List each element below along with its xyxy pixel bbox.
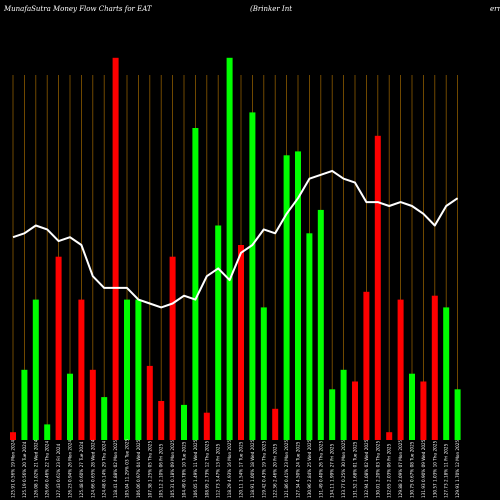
x-tick-label: 118.91 1.00% 18 Wed 2025 — [250, 439, 255, 498]
x-tick-label: 125.19 0.56% 20 Tue 2024 — [22, 441, 27, 498]
flow-bar — [454, 389, 461, 440]
flow-bar — [340, 369, 347, 440]
x-tick-label: 112.73 3.47% 13 Fri 2025 — [216, 443, 221, 498]
flow-bar — [249, 112, 256, 441]
money-flow-line — [12, 169, 459, 309]
x-tick-label: 122.36 2.46% 20 Fri 2025 — [273, 443, 278, 498]
flow-bar — [295, 151, 301, 440]
flow-bar — [317, 209, 324, 440]
flow-bar — [158, 401, 165, 440]
chart-header-left: MunafaSutra Money Flow Charts for EAT — [3, 5, 153, 13]
flow-bar — [192, 128, 199, 440]
flow-bar — [215, 225, 222, 440]
x-tick-label: 130.01 2.20% 03 Thu 2025 — [375, 441, 380, 498]
flow-bar — [443, 307, 450, 440]
flow-bar — [135, 299, 142, 440]
flow-bar — [112, 57, 119, 441]
flow-bar — [397, 299, 404, 440]
x-tick-label: 118.41 4.88% 02 Mon 2025 — [113, 440, 118, 498]
x-tick-label: 132.65 2.03% 06 Fri 2025 — [387, 443, 392, 498]
flow-bar — [329, 389, 336, 440]
money-flow-bars — [10, 57, 461, 441]
flow-bar — [420, 381, 427, 440]
flow-bar — [283, 155, 290, 441]
flow-bar — [226, 57, 233, 441]
x-tick-label: 119.42 0.43% 19 Thu 2025 — [261, 441, 266, 498]
x-tick-label: 120.11 1.54% 17 Tue 2025 — [239, 441, 244, 498]
x-tick-label: 127.43 0.61% 23 Fri 2024 — [56, 443, 61, 498]
flow-bar — [21, 369, 28, 440]
x-tick-label: 118.29 4.93% 16 Mon 2025 — [227, 440, 232, 498]
x-tick-label: 124.66 0.65% 28 Wed 2024 — [90, 439, 95, 498]
chart-header-right-cut: ern — [490, 5, 500, 13]
flow-bar — [181, 404, 187, 440]
flow-bar — [10, 432, 16, 440]
flow-bar — [124, 299, 130, 440]
flow-bar — [386, 432, 393, 440]
x-tick-label: 104.49 0.78% 10 Tue 2025 — [182, 441, 187, 498]
flow-bar — [203, 412, 210, 440]
x-tick-label: 105.12 2.10% 06 Fri 2025 — [159, 443, 164, 498]
flow-bar — [146, 365, 153, 440]
x-tick-label: 133.77 0.25% 30 Mon 2025 — [341, 440, 346, 498]
flow-bar — [67, 373, 73, 440]
flow-bar — [409, 373, 415, 440]
flow-bar — [431, 295, 438, 440]
x-tick-label: 131.49 0.40% 26 Thu 2025 — [318, 441, 323, 498]
flow-bar — [352, 381, 358, 440]
flow-bar — [78, 299, 85, 440]
flow-bar — [306, 233, 313, 440]
chart-header-right: (Brinker Int — [250, 5, 292, 13]
x-tick-label: 105.04 11.29% 03 Tue 2025 — [125, 439, 130, 498]
x-tick-label: 106.05 1.49% 11 Wed 2025 — [193, 439, 198, 498]
x-tick-label: 130.57 1.03% 10 Thu 2025 — [432, 441, 437, 498]
flow-bar — [32, 299, 39, 440]
x-tick-label: 121.86 0.41% 23 Mon 2025 — [284, 440, 289, 498]
x-tick-labels: 125.91 0.56% 19 Mon 2024 125.19 0.56% 20 … — [11, 439, 461, 498]
flow-bar — [238, 245, 244, 440]
flow-bar — [89, 369, 96, 440]
x-tick-label: 127.73 2.18% 11 Fri 2025 — [444, 443, 449, 498]
x-tick-label: 126.66 0.46% 22 Thu 2024 — [45, 441, 50, 498]
x-tick-label: 129.88 2.09% 07 Mon 2025 — [398, 440, 403, 498]
flow-bar — [374, 135, 381, 441]
x-tick-label: 132.94 1.08% 02 Wed 2025 — [364, 439, 369, 498]
x-tick-label: 107.38 1.25% 05 Thu 2025 — [147, 441, 152, 498]
x-tick-label: 129.91 1.70% 12 Mon 2025 — [455, 440, 460, 498]
x-tick-label: 125.48 0.60% 27 Tue 2024 — [79, 441, 84, 498]
x-tick-label: 130.96 2.84% 25 Wed 2025 — [307, 439, 312, 498]
x-tick-label: 130.75 0.67% 08 Tue 2025 — [410, 441, 415, 498]
x-tick-label: 125.91 0.56% 19 Mon 2024 — [11, 440, 16, 498]
flow-bar — [272, 408, 279, 440]
x-tick-label: 126.08 1.02% 21 Wed 2024 — [33, 439, 38, 498]
x-tick-label: 126.23 0.94% 26 Mon 2024 — [68, 440, 73, 498]
x-tick-label: 124.48 0.14% 29 Thu 2024 — [102, 441, 107, 498]
flow-bar — [363, 291, 370, 440]
flow-bar — [169, 256, 176, 440]
x-tick-label: 131.52 1.68% 01 Tue 2025 — [353, 441, 358, 498]
flow-bar — [55, 256, 62, 440]
flow-bar — [44, 424, 51, 440]
x-tick-label: 105.31 0.18% 09 Mon 2025 — [170, 440, 175, 498]
x-tick-label: 134.11 1.99% 27 Fri 2025 — [330, 443, 335, 498]
x-tick-label: 127.34 4.50% 24 Tue 2025 — [296, 441, 301, 498]
x-tick-label: 108.95 2.73% 12 Thu 2025 — [204, 441, 209, 498]
flow-bar — [101, 397, 108, 440]
x-tick-label: 106.06 0.97% 04 Wed 2025 — [136, 439, 141, 498]
x-tick-label: 131.93 0.90% 09 Wed 2025 — [421, 439, 426, 498]
flow-bar — [260, 307, 267, 440]
